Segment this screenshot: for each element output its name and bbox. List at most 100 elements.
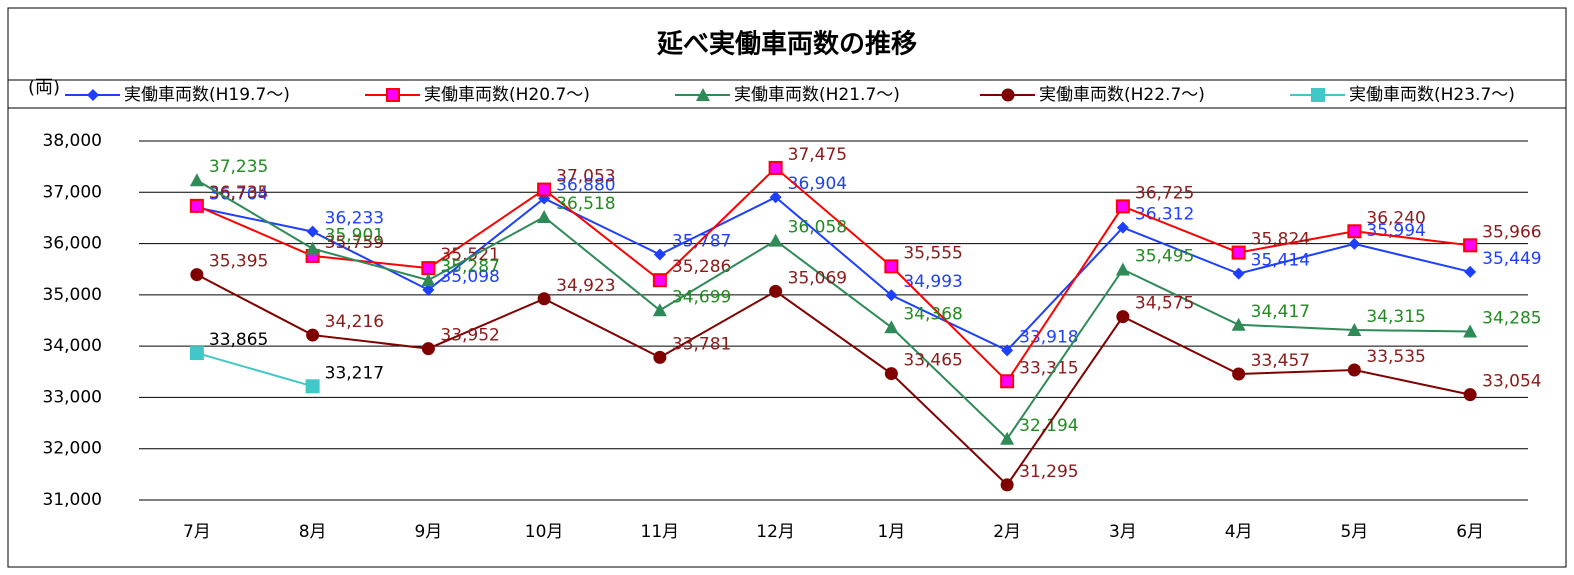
series-line <box>196 166 1471 383</box>
marker <box>1231 245 1246 260</box>
x-tick-label: 6月 <box>1456 522 1484 542</box>
legend-label: 実働車両数(H19.7～) <box>124 85 290 105</box>
y-tick-label: 33,000 <box>43 387 102 407</box>
data-label: 35,449 <box>1482 249 1541 269</box>
x-tick-label: 8月 <box>299 522 327 542</box>
marker <box>189 346 204 361</box>
marker <box>1000 374 1015 389</box>
marker <box>769 191 782 204</box>
marker <box>421 273 436 287</box>
data-label: 31,295 <box>1019 462 1078 482</box>
x-tick-label: 3月 <box>1109 522 1137 542</box>
marker <box>653 350 667 364</box>
marker <box>696 88 710 101</box>
series-line <box>196 179 1471 441</box>
data-label: 33,952 <box>440 326 499 346</box>
series-line <box>196 273 1471 487</box>
data-label: 34,993 <box>903 272 962 292</box>
marker <box>537 292 551 306</box>
data-label: 35,414 <box>1251 251 1310 271</box>
marker <box>1115 199 1130 214</box>
data-label: 35,759 <box>325 233 384 253</box>
series-line <box>196 352 313 388</box>
y-tick-label: 32,000 <box>43 439 102 459</box>
marker <box>421 342 435 356</box>
data-label: 34,575 <box>1135 294 1194 314</box>
data-label: 35,966 <box>1482 222 1541 242</box>
data-label: 37,053 <box>556 167 615 187</box>
legend-label: 実働車両数(H21.7～) <box>734 85 900 105</box>
legend-label: 実働車両数(H20.7～) <box>424 85 590 105</box>
marker <box>1463 324 1478 338</box>
marker <box>652 273 667 288</box>
x-tick-label: 10月 <box>525 522 564 542</box>
data-label: 36,704 <box>209 184 268 204</box>
data-label: 33,918 <box>1019 327 1078 347</box>
data-label: 33,781 <box>672 334 731 354</box>
marker <box>1348 237 1361 250</box>
data-label: 35,098 <box>440 267 499 287</box>
y-tick-label: 35,000 <box>43 285 102 305</box>
x-tick-label: 2月 <box>993 522 1021 542</box>
marker <box>769 284 783 298</box>
data-label: 35,824 <box>1251 230 1310 250</box>
data-label: 37,475 <box>788 145 847 165</box>
data-label: 36,725 <box>1135 183 1194 203</box>
data-label: 37,235 <box>209 157 268 177</box>
data-label: 33,217 <box>325 363 384 383</box>
marker <box>1464 265 1477 278</box>
x-tick-label: 11月 <box>641 522 680 542</box>
marker <box>1347 322 1362 336</box>
marker <box>1232 267 1245 280</box>
data-label: 33,865 <box>209 330 268 350</box>
x-tick-label: 9月 <box>414 522 442 542</box>
data-label: 35,395 <box>209 252 268 272</box>
marker <box>189 173 204 187</box>
data-label: 34,923 <box>556 276 615 296</box>
data-label: 34,216 <box>325 312 384 332</box>
data-label: 35,069 <box>788 268 847 288</box>
data-label: 33,315 <box>1019 358 1078 378</box>
y-tick-label: 31,000 <box>43 490 102 510</box>
data-label: 36,058 <box>788 218 847 238</box>
data-label: 34,368 <box>903 304 962 324</box>
marker <box>1232 367 1246 381</box>
data-label: 35,787 <box>672 231 731 251</box>
marker <box>885 289 898 302</box>
y-tick-label: 36,000 <box>43 234 102 254</box>
marker <box>386 88 400 102</box>
marker <box>87 89 99 101</box>
marker <box>1115 262 1130 276</box>
x-tick-label: 1月 <box>877 522 905 542</box>
marker <box>305 379 320 394</box>
x-tick-label: 5月 <box>1340 522 1368 542</box>
chart-title: 延べ実働車両数の推移 <box>656 29 917 60</box>
marker <box>189 198 204 213</box>
data-label: 36,240 <box>1366 208 1425 228</box>
marker <box>1000 478 1014 492</box>
marker <box>768 233 783 247</box>
marker <box>884 367 898 381</box>
marker <box>1347 224 1362 239</box>
data-label: 35,901 <box>325 226 384 246</box>
data-label: 35,287 <box>440 257 499 277</box>
marker <box>306 225 319 238</box>
data-label: 33,457 <box>1251 351 1310 371</box>
marker <box>652 303 667 317</box>
data-label: 36,233 <box>325 209 384 229</box>
x-tick-label: 4月 <box>1225 522 1253 542</box>
y-tick-label: 37,000 <box>43 182 102 202</box>
x-tick-label: 7月 <box>183 522 211 542</box>
data-label: 36,735 <box>209 183 268 203</box>
data-label: 35,495 <box>1135 246 1194 266</box>
marker <box>537 210 552 224</box>
legend-label: 実働車両数(H23.7～) <box>1349 85 1515 105</box>
data-label: 36,518 <box>556 194 615 214</box>
data-label: 34,699 <box>672 287 731 307</box>
data-label: 36,880 <box>556 175 615 195</box>
marker <box>1463 388 1477 402</box>
marker <box>190 268 204 282</box>
y-tick-label: 34,000 <box>43 336 102 356</box>
data-label: 36,312 <box>1135 205 1194 225</box>
